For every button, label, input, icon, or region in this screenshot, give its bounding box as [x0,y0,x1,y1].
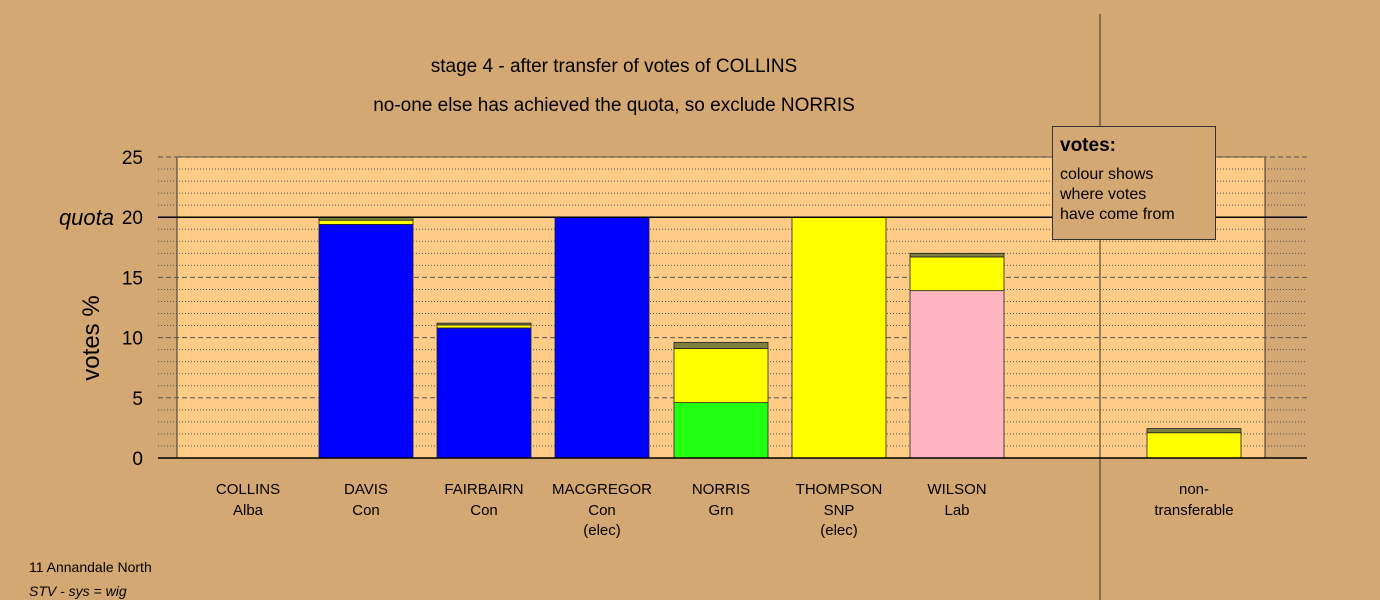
legend-line-1: colour shows [1060,166,1154,183]
legend-line-2: where votes [1060,186,1147,203]
candidate-elected-note: (elec) [820,522,858,539]
candidate-party: Con [588,502,616,519]
bar-segment [909,290,1005,459]
bar-segment [318,219,414,225]
candidate-name: WILSON [927,481,986,498]
y-tick-label: 10 [122,329,143,350]
y-tick-label: 5 [132,389,143,410]
legend-title: votes: [1060,135,1116,156]
nontransferable-label-2: transferable [1154,502,1233,519]
candidate-name: DAVIS [344,481,388,498]
candidate-name: FAIRBAIRN [444,481,523,498]
bar-segment [909,256,1005,292]
bar-segment [554,216,650,459]
candidate-party: Lab [944,502,969,519]
x-category-labels: COLLINS Alba DAVIS Con FAIRBAIRN Con MACGREGOR… [216,481,1234,539]
y-tick-labels: 0 5 10 15 20 25 [122,148,143,470]
y-tick-label: 15 [122,268,143,289]
bar-segment [673,348,769,404]
candidate-name: COLLINS [216,481,280,498]
bar-segment [436,322,532,326]
candidate-party: SNP [824,502,855,519]
legend-box: votes: colour shows where votes have com… [1052,126,1216,240]
y-tick-label: 0 [132,449,143,470]
candidate-name: NORRIS [692,481,750,498]
bar-segment [791,216,887,459]
bar-segment [436,327,532,459]
chart-title: stage 4 - after transfer of votes of COL… [431,56,797,77]
system-note: STV - sys = wig [29,583,127,599]
candidate-party: Alba [233,502,264,519]
candidate-party: Con [470,502,498,519]
candidate-elected-note: (elec) [583,522,621,539]
candidate-party: Con [352,502,380,519]
bar-segment [673,342,769,349]
candidate-party: Grn [708,502,733,519]
y-axis-label: votes % [78,295,105,380]
candidate-name: THOMPSON [796,481,883,498]
bar-segment [909,252,1005,258]
nontransferable-label-1: non- [1179,481,1209,498]
bar-segment [436,324,532,329]
quota-label: quota [59,205,114,230]
legend-body: colour shows where votes have come from [1060,165,1208,225]
candidate-name: MACGREGOR [552,481,652,498]
y-tick-label: 25 [122,148,143,169]
bar-segment [318,224,414,459]
bars [318,216,1242,459]
ward-name: 11 Annandale North [29,559,152,575]
bar-segment [673,402,769,459]
bar-segment [1146,428,1242,434]
bar-segment [1146,432,1242,459]
legend-line-3: have come from [1060,206,1175,223]
y-tick-label: 20 [122,208,143,229]
chart-subtitle: no-one else has achieved the quota, so e… [373,95,855,116]
